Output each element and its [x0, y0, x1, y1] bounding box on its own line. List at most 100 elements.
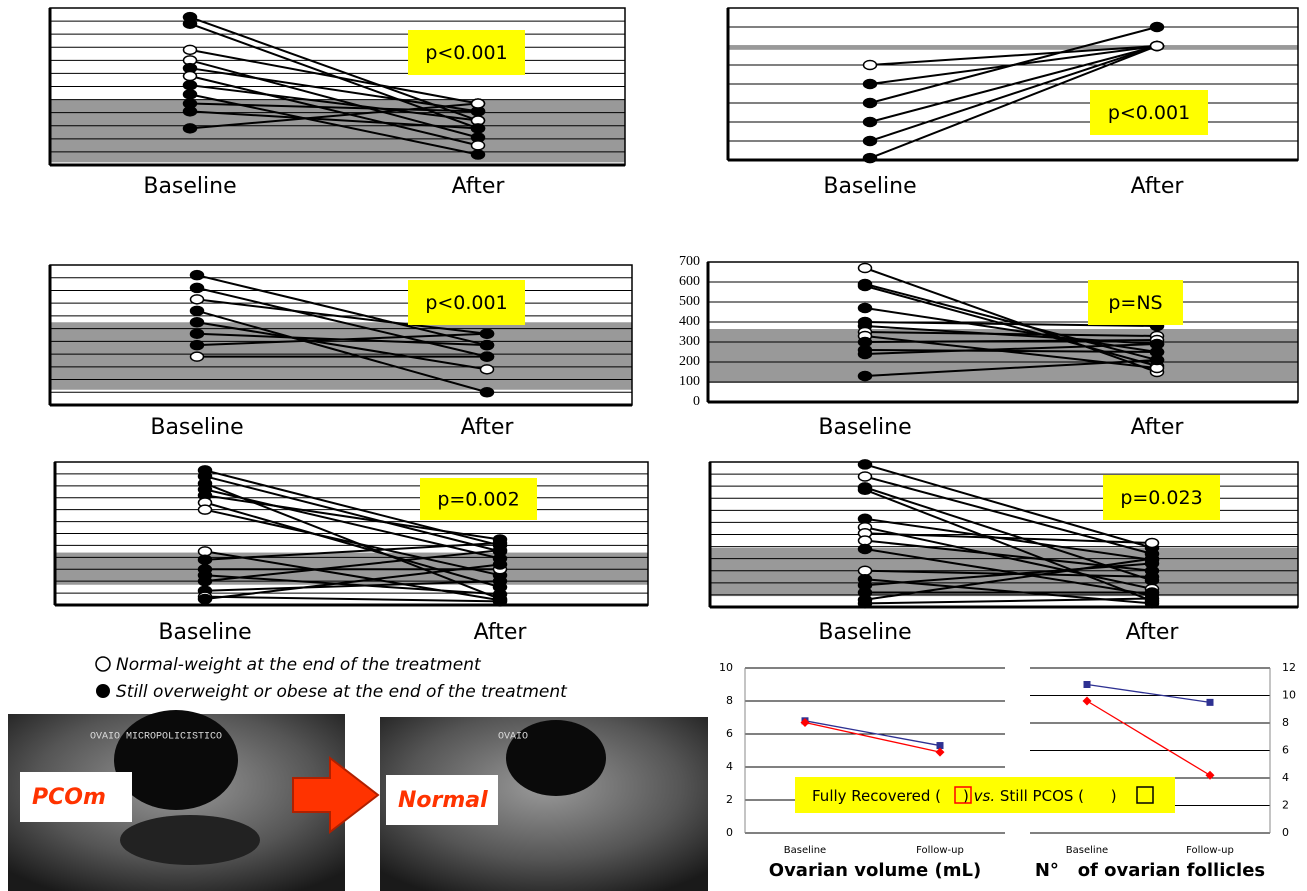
series-line: [805, 722, 940, 752]
filled-marker: [1151, 23, 1164, 32]
y-tick-label: 500: [679, 294, 700, 309]
filled-marker: [191, 306, 204, 315]
x-category-label: After: [452, 174, 506, 199]
figure: Normal-weight at the end of the treatmen…: [0, 0, 1307, 891]
reference-band: [728, 45, 1298, 50]
y-tick-label: 600: [679, 274, 700, 289]
filled-marker: [184, 81, 197, 90]
filled-marker: [199, 595, 212, 604]
filled-marker: [494, 546, 507, 555]
y-tick-label: 2: [726, 793, 733, 806]
filled-marker: [864, 80, 877, 89]
x-category-label: Follow-up: [1186, 845, 1234, 856]
filled-marker: [859, 460, 872, 469]
reference-band: [708, 329, 1298, 383]
legend-vs: vs.: [974, 787, 995, 805]
series-line: [1087, 701, 1210, 775]
open-marker: [472, 141, 485, 150]
open-marker: [1146, 538, 1159, 547]
open-marker: [1151, 42, 1164, 51]
y-tick-label: 4: [1282, 771, 1289, 784]
legend-open-text: Normal-weight at the end of the treatmen…: [116, 655, 482, 675]
annotation: p<0.001: [1108, 102, 1190, 124]
image-caption: OVAIO: [498, 732, 528, 743]
annotation: p=0.023: [1120, 487, 1202, 509]
filled-marker: [199, 555, 212, 564]
filled-marker: [191, 271, 204, 280]
open-marker: [864, 61, 877, 70]
y-tick-label: 0: [1282, 826, 1289, 839]
annotation: p<0.001: [425, 42, 507, 64]
x-category-label: Baseline: [150, 415, 243, 440]
y-tick-label: 8: [1282, 716, 1289, 729]
filled-marker: [494, 577, 507, 586]
x-category-label: After: [461, 415, 515, 440]
y-tick-label: 300: [679, 334, 700, 349]
filled-marker: [859, 485, 872, 494]
annotation: p=NS: [1108, 292, 1162, 314]
open-marker: [481, 365, 494, 374]
y-tick-label: 0: [726, 826, 733, 839]
filled-marker: [494, 560, 507, 569]
filled-marker: [184, 90, 197, 99]
filled-marker: [481, 352, 494, 361]
image-caption: OVAIO MICROPOLICISTICO: [90, 732, 222, 743]
filled-marker: [191, 341, 204, 350]
filled-marker: [1151, 340, 1164, 349]
x-category-label: Baseline: [143, 174, 236, 199]
x-category-label: Baseline: [818, 415, 911, 440]
open-marker: [859, 566, 872, 575]
y-tick-label: 4: [726, 760, 733, 773]
legend-still: Still PCOS (: [995, 787, 1084, 805]
filled-marker: [481, 388, 494, 397]
y-tick-label: 12: [1282, 661, 1296, 674]
filled-marker: [859, 545, 872, 554]
filled-marker: [184, 19, 197, 28]
filled-marker: [481, 341, 494, 350]
x-category-label: Baseline: [158, 620, 251, 645]
square-marker: [1084, 681, 1091, 688]
filled-marker: [191, 318, 204, 327]
y-tick-label: 700: [679, 254, 700, 269]
x-category-label: Follow-up: [916, 845, 964, 856]
image-label: Normal: [398, 788, 488, 813]
filled-marker: [864, 118, 877, 127]
follicle: [120, 815, 260, 865]
filled-marker: [472, 150, 485, 159]
annotation: p=0.002: [437, 489, 519, 511]
x-category-label: Baseline: [1066, 845, 1108, 856]
filled-marker: [184, 107, 197, 116]
filled-marker: [472, 124, 485, 133]
y-tick-label: 200: [679, 354, 700, 369]
open-marker: [199, 505, 212, 514]
legend-recovered: Fully Recovered (: [812, 787, 941, 805]
series-line: [805, 721, 940, 746]
filled-marker: [481, 329, 494, 338]
filled-marker: [864, 154, 877, 163]
filled-marker: [494, 597, 507, 606]
legend-filled-text: Still overweight or obese at the end of …: [116, 682, 568, 702]
open-marker: [184, 45, 197, 54]
open-marker: [191, 295, 204, 304]
follicle: [114, 710, 238, 810]
filled-marker: [859, 282, 872, 291]
y-tick-label: 10: [719, 661, 733, 674]
image-label: PCOm: [32, 785, 106, 810]
open-marker: [184, 72, 197, 81]
y-tick-label: 6: [1282, 744, 1289, 757]
y-tick-label: 100: [679, 374, 700, 389]
x-category-label: Baseline: [784, 845, 826, 856]
filled-marker: [859, 304, 872, 313]
filled-marker: [1146, 554, 1159, 563]
legend-paren: ): [963, 787, 974, 805]
square-marker: [1207, 699, 1214, 706]
filled-marker: [864, 99, 877, 108]
x-category-label: After: [1131, 174, 1185, 199]
reference-band: [50, 100, 625, 163]
y-tick-label: 8: [726, 694, 733, 707]
outcome-legend-text: Fully Recovered () vs. Still PCOS ( ): [812, 787, 1117, 805]
x-category-label: After: [1131, 415, 1185, 440]
x-category-label: Baseline: [818, 620, 911, 645]
filled-marker: [184, 124, 197, 133]
open-marker: [191, 352, 204, 361]
